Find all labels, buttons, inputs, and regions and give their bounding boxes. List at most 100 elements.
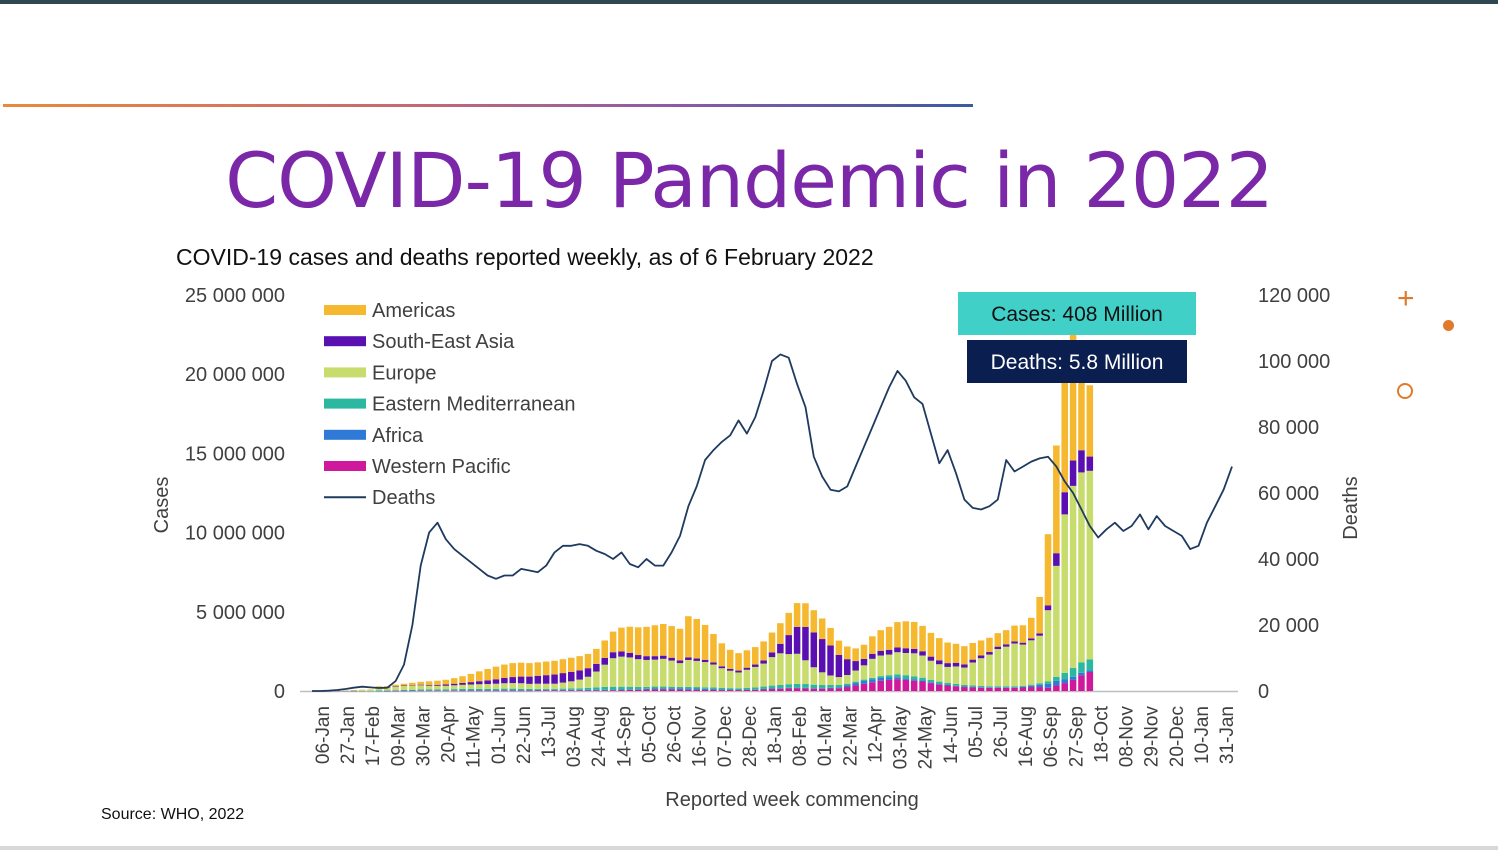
x-tick-label: 18-Oct [1091,705,1112,763]
y2-tick-label: 100 000 [1258,351,1330,373]
bar-segment [1053,553,1060,566]
bar-segment [1028,685,1035,688]
bar-segment [994,633,1002,647]
bar-segment [476,671,483,682]
x-axis-title: Reported week commencing [665,789,918,811]
bar-segment [492,666,500,680]
bar-segment [442,689,450,691]
y2-tick-label: 80 000 [1258,417,1319,439]
bar-segment [994,686,1002,688]
legend-label: Eastern Mediterranean [372,394,575,416]
bar-segment [777,688,784,689]
bar-segment [877,630,884,651]
bar-segment [1002,646,1010,687]
bar-segment [1078,672,1085,676]
x-tick-label: 06-Jan [313,706,334,764]
bar-segment [693,660,700,688]
bar-segment [626,652,634,658]
bar-segment [710,689,717,691]
bar-segment [517,662,525,677]
bar-segment [785,654,792,685]
bar-segment [986,637,993,653]
bar-segment [810,610,818,633]
bar-segment [476,684,483,689]
bar-segment [358,690,366,691]
bar-segment [584,653,592,669]
bar-segment [785,684,792,688]
bar-segment [609,686,617,690]
bar-segment [1078,472,1085,663]
bar-segment [668,688,675,690]
y2-axis-title: Deaths [1340,476,1362,539]
bar-segment [827,627,834,646]
bar-segment [626,686,634,690]
bar-segment [693,689,700,691]
bar-segment [1036,684,1043,688]
bar-segment [634,689,642,690]
bar-segment [726,689,734,691]
bar-segment [526,690,533,692]
x-tick-label: 24-Aug [589,706,610,767]
bar-segment [860,681,868,684]
bar-segment [559,690,567,691]
bar-segment [1069,668,1077,677]
bar-segment [977,687,985,688]
bar-segment [601,657,608,665]
bar-segment [517,690,525,691]
bar-segment [409,685,416,686]
bar-segment [509,690,516,691]
bar-segment [944,682,951,685]
bar-segment [434,689,441,691]
bar-segment [827,645,834,676]
bar-segment [392,690,399,692]
bar-segment [643,686,650,689]
bar-segment [467,690,475,691]
y-tick-label: 20 000 000 [185,364,285,386]
bar-segment [894,674,901,678]
bar-segment [936,664,943,682]
bar-segment [752,689,759,691]
x-tick-label: 08-Feb [790,706,811,766]
bar-segment [593,648,600,664]
bar-segment [777,653,784,685]
bar-segment [1011,687,1018,688]
bar-segment [668,657,675,661]
bar-segment [760,641,767,661]
bar-segment [869,682,876,691]
bar-segment [969,686,976,688]
bar-segment [350,690,358,692]
x-tick-label: 20-Dec [1167,706,1188,767]
bar-segment [409,690,416,692]
bar-segment [936,684,943,685]
bar-segment [701,662,709,688]
bar-segment [726,690,734,691]
bar-segment [877,680,884,691]
bar-segment [844,683,851,686]
bar-segment [768,652,776,658]
bar-segment [476,690,483,692]
bar-segment [902,652,910,676]
bar-segment [450,690,458,692]
bar-segment [1028,684,1035,686]
bar-segment [534,662,542,676]
bar-segment [350,690,358,691]
bar-segment [961,686,968,688]
bar-segment [367,689,374,691]
bar-segment [425,685,433,690]
bar-segment [1053,680,1060,686]
bar-segment [785,687,792,689]
bar-segment [969,685,976,687]
bar-segment [559,673,567,683]
bar-segment [1019,685,1027,687]
bar-segment [434,685,441,690]
bar-segment [693,658,700,661]
bar-segment [793,653,801,684]
bar-segment [1086,456,1094,471]
dot-icon [1443,320,1454,331]
bar-segment [1061,514,1068,673]
bar-segment [375,686,383,688]
bar-segment [626,689,634,690]
bar-segment [1078,662,1085,673]
bar-segment [417,681,424,685]
